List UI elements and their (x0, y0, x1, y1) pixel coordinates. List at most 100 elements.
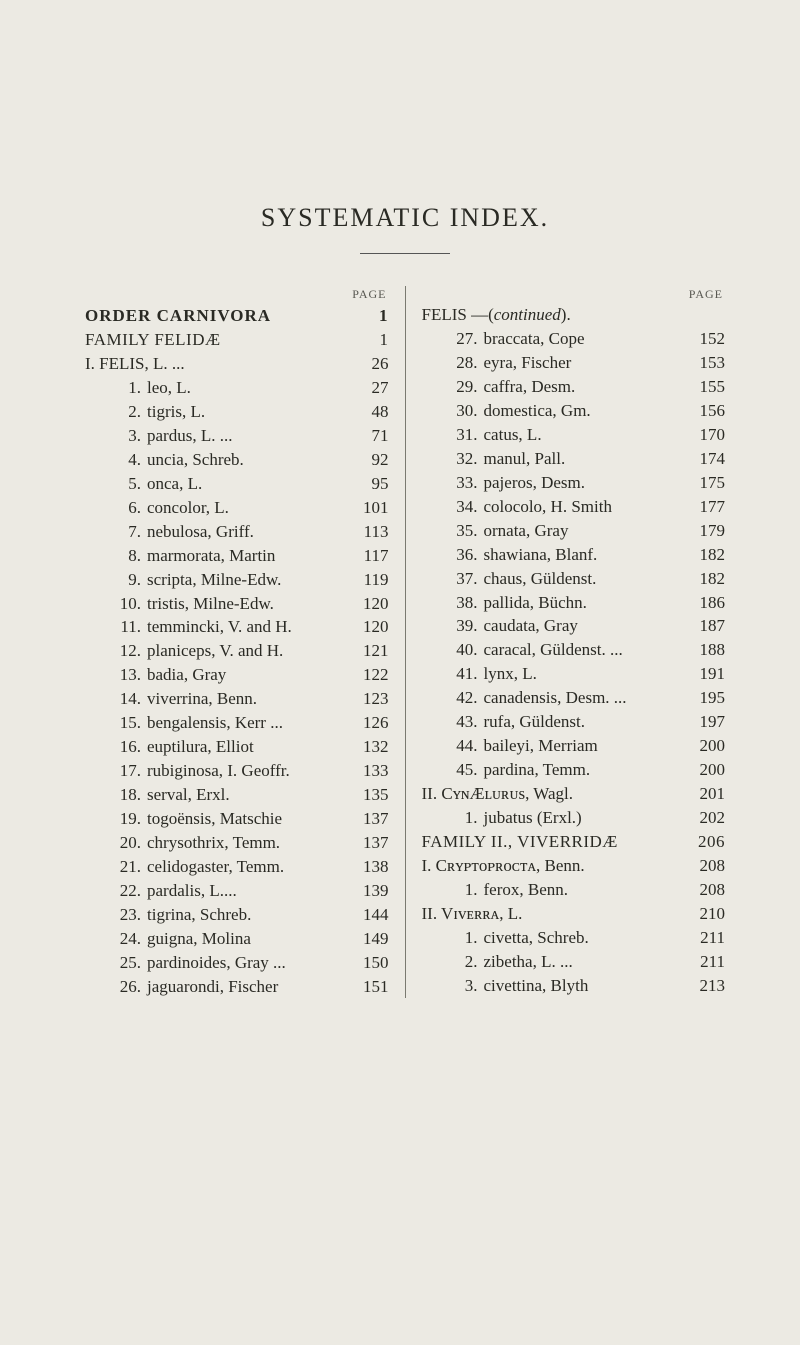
index-entry: 3.pardus, L. ...71 (85, 424, 389, 448)
index-heading: FAMILY II., VIVERRIDÆ206 (422, 830, 726, 854)
leader-dots (572, 878, 685, 895)
entry-number: 12. (113, 640, 141, 663)
entry-page: 92 (353, 449, 389, 472)
index-entry: 11.temmincki, V. and H.120 (85, 615, 389, 639)
leader-dots (591, 591, 685, 608)
leader-dots (546, 423, 685, 440)
entry-number: 10. (113, 593, 141, 616)
index-entry: 45.pardina, Temm.200 (422, 758, 726, 782)
entry-label: II. CʏɴÆʟᴜʀᴜs, Wagl. (422, 783, 573, 806)
leader-dots (286, 807, 348, 824)
entry-number: 36. (450, 544, 478, 567)
entry-page: 195 (689, 687, 725, 710)
entry-number: 43. (450, 711, 478, 734)
entry-number: 33. (450, 472, 478, 495)
entry-page: 200 (689, 735, 725, 758)
entry-page: 71 (353, 425, 389, 448)
entry-label: civettina, Blyth (484, 975, 589, 998)
entry-number: 38. (450, 592, 478, 615)
index-entry: 7.nebulosa, Griff.113 (85, 520, 389, 544)
column-left-body: ORDER CARNIVORA1FAMILY FELIDÆ1I. FELIS, … (85, 304, 389, 998)
entry-number: 37. (450, 568, 478, 591)
entry-label: caffra, Desm. (484, 376, 576, 399)
entry-page: 202 (689, 807, 725, 830)
page-label: PAGE (352, 286, 386, 302)
leader-dots (296, 615, 349, 632)
leader-dots (290, 951, 349, 968)
entry-number: 1. (450, 879, 478, 902)
entry-label: colocolo, H. Smith (484, 496, 612, 519)
entry-number: 5. (113, 473, 141, 496)
entry-page: 126 (353, 712, 389, 735)
entry-page: 151 (353, 976, 389, 999)
entry-page: 119 (353, 569, 389, 592)
entry-page: 138 (353, 856, 389, 879)
entry-page: 187 (689, 615, 725, 638)
entry-label: serval, Erxl. (147, 784, 230, 807)
entry-page: 95 (353, 473, 389, 496)
entry-page: 155 (689, 376, 725, 399)
entry-page: 101 (353, 497, 389, 520)
index-entry: 41.lynx, L.191 (422, 662, 726, 686)
entry-number: 9. (113, 569, 141, 592)
entry-label: uncia, Schreb. (147, 449, 244, 472)
entry-page: 182 (689, 568, 725, 591)
entry-page: 135 (353, 784, 389, 807)
entry-label: onca, L. (147, 473, 202, 496)
entry-page: 144 (353, 904, 389, 927)
entry-label: pallida, Büchn. (484, 592, 587, 615)
entry-label: pardinoides, Gray ... (147, 952, 286, 975)
entry-label: rubiginosa, I. Geoffr. (147, 760, 290, 783)
entry-page: 186 (689, 592, 725, 615)
entry-number: 18. (113, 784, 141, 807)
entry-label: tristis, Milne-Edw. (147, 593, 274, 616)
entry-label: FAMILY FELIDÆ (85, 329, 221, 352)
index-entry: 17.rubiginosa, I. Geoffr.133 (85, 759, 389, 783)
entry-label: manul, Pall. (484, 448, 566, 471)
entry-number: 34. (450, 496, 478, 519)
leader-dots (206, 472, 348, 489)
entry-label: jaguarondi, Fischer (147, 976, 278, 999)
entry-number: 22. (113, 880, 141, 903)
entry-page: 133 (353, 760, 389, 783)
leader-dots (601, 543, 685, 560)
leader-dots (284, 831, 348, 848)
entry-label: temmincki, V. and H. (147, 616, 292, 639)
entry-page: 152 (689, 328, 725, 351)
entry-number: 21. (113, 856, 141, 879)
entry-page: 177 (689, 496, 725, 519)
leader-dots (589, 471, 685, 488)
entry-label: marmorata, Martin (147, 545, 275, 568)
index-entry: 5. onca, L. 95 (85, 472, 389, 496)
entry-label: shawiana, Blanf. (484, 544, 598, 567)
index-heading: II. Vɪᴠᴇʀʀᴀ, L. 210 (422, 902, 726, 926)
leader-dots (589, 327, 686, 344)
entry-page: 26 (353, 353, 389, 376)
leader-dots (275, 304, 348, 321)
entry-page: 211 (689, 927, 725, 950)
index-entry: 15.bengalensis, Kerr ...126 (85, 711, 389, 735)
entry-label: eyra, Fischer (484, 352, 572, 375)
entry-label: II. Vɪᴠᴇʀʀᴀ, L. (422, 903, 523, 926)
entry-page: 122 (353, 664, 389, 687)
entry-number: 42. (450, 687, 478, 710)
leader-dots (602, 734, 685, 751)
leader-dots (234, 783, 349, 800)
leader-dots (225, 328, 349, 345)
entry-page: 210 (689, 903, 725, 926)
index-entry: 33.pajeros, Desm.175 (422, 471, 726, 495)
index-entry: 24.guigna, Molina149 (85, 927, 389, 951)
title-rule-wrap (85, 253, 725, 254)
entry-label: civetta, Schreb. (484, 927, 589, 950)
entry-page: 137 (353, 832, 389, 855)
index-heading: I. Cʀʏᴘᴛᴏᴘʀᴏᴄᴛᴀ, Benn.208 (422, 854, 726, 878)
index-entry: 1.ferox, Benn.208 (422, 878, 726, 902)
leader-dots (575, 351, 685, 368)
entry-label: scripta, Milne-Edw. (147, 569, 281, 592)
entry-page: 208 (689, 855, 725, 878)
entry-label: nebulosa, Griff. (147, 521, 254, 544)
leader-dots (195, 376, 349, 393)
index-entry: 44.baileyi, Merriam200 (422, 734, 726, 758)
index-entry: 27.braccata, Cope152 (422, 327, 726, 351)
entry-number: 32. (450, 448, 478, 471)
